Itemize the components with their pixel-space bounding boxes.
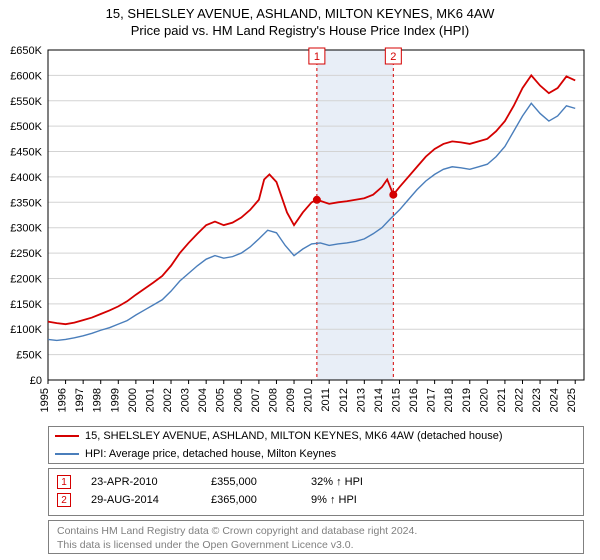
footer-line2: This data is licensed under the Open Gov…: [57, 539, 575, 553]
y-tick-label: £550K: [10, 96, 42, 108]
x-tick-label: 1996: [57, 388, 69, 412]
y-tick-label: £650K: [10, 45, 42, 57]
legend-item: HPI: Average price, detached house, Milt…: [49, 445, 583, 463]
sale-pct: 32% ↑ HPI: [311, 476, 411, 488]
y-tick-label: £250K: [10, 248, 42, 260]
y-tick-label: £150K: [10, 299, 42, 311]
sale-row-marker: 2: [57, 493, 71, 507]
sale-row: 1 23-APR-2010 £355,000 32% ↑ HPI: [57, 473, 575, 491]
y-tick-label: £0: [30, 375, 42, 387]
x-tick-label: 2002: [162, 388, 174, 412]
y-tick-label: £300K: [10, 223, 42, 235]
x-tick-label: 2006: [232, 388, 244, 412]
x-tick-label: 2023: [531, 388, 543, 412]
x-tick-label: 1995: [39, 388, 51, 412]
x-tick-label: 2019: [461, 388, 473, 412]
x-tick-label: 2005: [215, 388, 227, 412]
sale-date: 23-APR-2010: [91, 476, 191, 488]
y-tick-label: £400K: [10, 172, 42, 184]
x-tick-label: 2008: [267, 388, 279, 412]
legend-item: 15, SHELSLEY AVENUE, ASHLAND, MILTON KEY…: [49, 427, 583, 445]
sales-box: 1 23-APR-2010 £355,000 32% ↑ HPI 2 29-AUG-201…: [48, 468, 584, 516]
y-tick-label: £200K: [10, 273, 42, 285]
x-tick-label: 2018: [443, 388, 455, 412]
sale-date: 29-AUG-2014: [91, 494, 191, 506]
x-tick-label: 2003: [180, 388, 192, 412]
legend-label: HPI: Average price, detached house, Milt…: [85, 448, 336, 460]
highlight-band: [317, 50, 393, 380]
x-tick-label: 2001: [144, 388, 156, 412]
x-tick-label: 2025: [566, 388, 578, 412]
legend-swatch: [55, 453, 79, 455]
x-tick-label: 2004: [197, 388, 209, 412]
y-tick-label: £600K: [10, 70, 42, 82]
sale-marker-number: 2: [390, 51, 396, 63]
x-tick-label: 2010: [303, 388, 315, 412]
y-tick-label: £50K: [16, 350, 42, 362]
x-tick-label: 2000: [127, 388, 139, 412]
x-tick-label: 1997: [74, 388, 86, 412]
footer-box: Contains HM Land Registry data © Crown c…: [48, 520, 584, 554]
x-tick-label: 2016: [408, 388, 420, 412]
sale-marker-number: 1: [314, 51, 320, 63]
chart-container: 15, SHELSLEY AVENUE, ASHLAND, MILTON KEY…: [0, 0, 600, 560]
y-tick-label: £100K: [10, 324, 42, 336]
series-property: [48, 75, 575, 324]
footer-line1: Contains HM Land Registry data © Crown c…: [57, 525, 575, 539]
sale-row: 2 29-AUG-2014 £365,000 9% ↑ HPI: [57, 491, 575, 509]
legend-label: 15, SHELSLEY AVENUE, ASHLAND, MILTON KEY…: [85, 430, 503, 442]
x-tick-label: 2017: [426, 388, 438, 412]
y-tick-label: £350K: [10, 197, 42, 209]
axes-frame: [48, 50, 584, 380]
sale-row-marker: 1: [57, 475, 71, 489]
x-tick-label: 2020: [478, 388, 490, 412]
legend-box: 15, SHELSLEY AVENUE, ASHLAND, MILTON KEY…: [48, 426, 584, 464]
y-tick-label: £450K: [10, 147, 42, 159]
x-tick-label: 2007: [250, 388, 262, 412]
legend-swatch: [55, 435, 79, 437]
y-tick-label: £500K: [10, 121, 42, 133]
x-tick-label: 2021: [496, 388, 508, 412]
x-tick-label: 2011: [320, 388, 332, 412]
x-tick-label: 2015: [390, 388, 402, 412]
price-chart: £0 £50K £100K £150K £200K £250K £300K £350K £400…: [0, 0, 600, 420]
x-tick-label: 2022: [513, 388, 525, 412]
series-hpi: [48, 103, 575, 340]
sale-pct: 9% ↑ HPI: [311, 494, 411, 506]
x-tick-label: 2024: [549, 388, 561, 412]
x-tick-label: 2014: [373, 388, 385, 412]
x-tick-label: 2012: [338, 388, 350, 412]
sale-price: £365,000: [211, 494, 291, 506]
x-tick-label: 2009: [285, 388, 297, 412]
x-tick-label: 1999: [109, 388, 121, 412]
x-tick-label: 2013: [355, 388, 367, 412]
sale-price: £355,000: [211, 476, 291, 488]
x-tick-label: 1998: [92, 388, 104, 412]
